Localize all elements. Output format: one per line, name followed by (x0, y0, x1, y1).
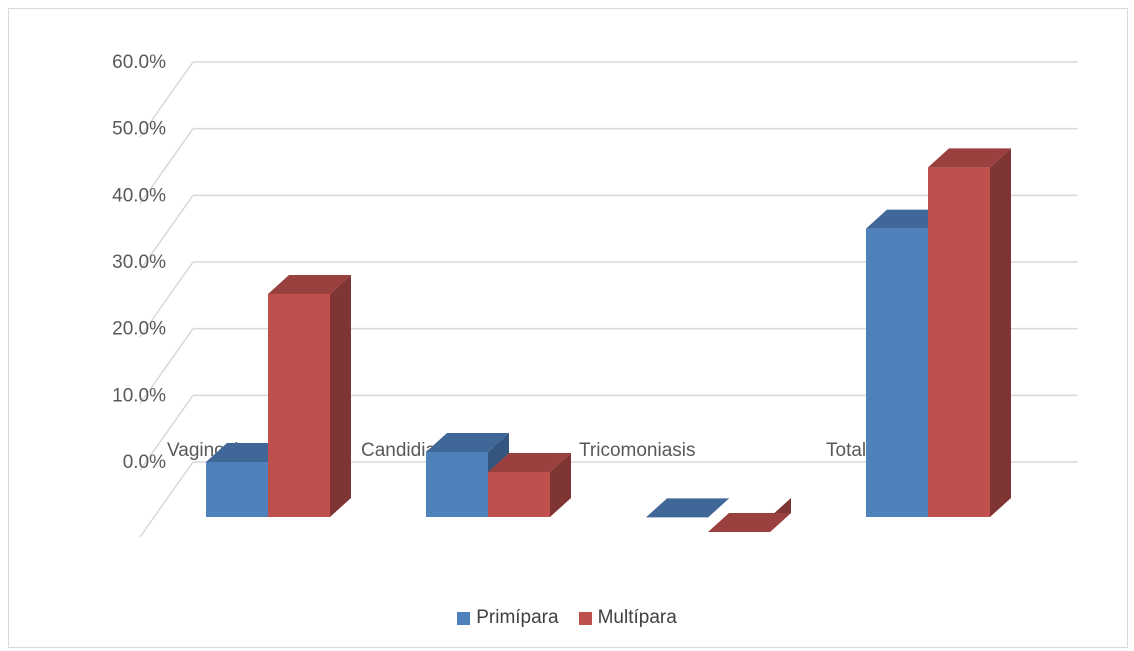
bars (206, 148, 1011, 532)
legend-label-primipara: Primípara (476, 607, 559, 628)
y-tick-label: 50.0% (112, 119, 166, 140)
gridline (139, 61, 1078, 138)
bar (268, 275, 351, 517)
y-tick-label: 20.0% (112, 319, 166, 340)
y-axis-ticks: 0.0% 10.0% 20.0% 30.0% 40.0% 50.0% 60.0% (112, 52, 166, 473)
x-tick-label: Total (826, 440, 866, 461)
x-tick-label: Tricomoniasis (579, 440, 696, 461)
legend-label-multipara: Multípara (597, 607, 677, 628)
bar (488, 453, 571, 517)
legend-swatch-multipara (578, 611, 592, 625)
y-tick-label: 30.0% (112, 252, 166, 273)
y-tick-label: 40.0% (112, 185, 166, 206)
bar (646, 498, 729, 518)
y-tick-label: 10.0% (112, 385, 166, 406)
gridline (139, 127, 1078, 205)
legend: Primípara Multípara (0, 606, 1134, 630)
legend-swatch-primipara (457, 611, 471, 625)
bar (928, 148, 1011, 518)
legend-entry-multipara: Multípara (578, 607, 677, 629)
bar (708, 498, 791, 532)
y-tick-label: 60.0% (112, 52, 166, 73)
legend-entry-primipara: Primípara (457, 607, 559, 629)
y-tick-label: 0.0% (123, 452, 166, 473)
